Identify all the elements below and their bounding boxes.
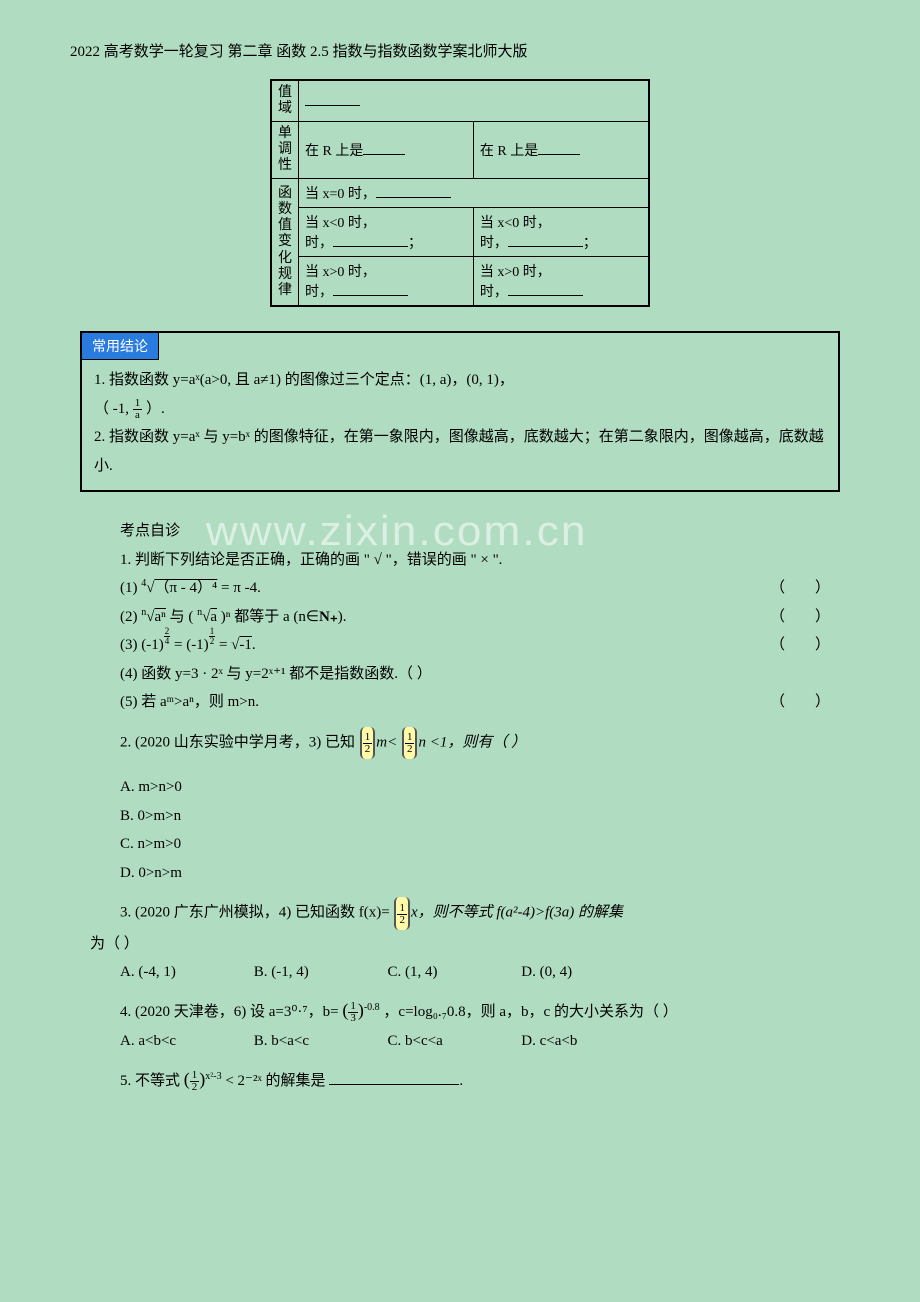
mono-cell-1: 在 R 上是 (299, 122, 474, 179)
q1-p2: (2) n√aⁿ 与 ( n√a )ⁿ 都等于 a (n∈N₊). （ ） (120, 603, 830, 632)
page-title: 2022 高考数学一轮复习 第二章 函数 2.5 指数与指数函数学案北师大版 (70, 40, 850, 61)
q1-p4: (4) 函数 y=3 · 2ˣ 与 y=2ˣ⁺¹ 都不是指数函数.（ ） (120, 660, 830, 689)
q3-options: A. (-4, 1) B. (-1, 4) C. (1, 4) D. (0, 4… (120, 958, 830, 987)
q1-p3: (3) (-1)24 = (-1)12 = √-1. （ ） (120, 631, 830, 660)
properties-table: 值域 单调性 在 R 上是 在 R 上是 函数值变化规律 当 x=0 时， 当 … (270, 79, 650, 307)
change-pos-right: 当 x>0 时，时， (473, 257, 649, 307)
mono-cell-2: 在 R 上是 (473, 122, 649, 179)
q1-p5: (5) 若 aᵐ>aⁿ，则 m>n. （ ） (120, 688, 830, 717)
q2-optD: D. 0>n>m (120, 859, 830, 888)
q3-stem-l2: 为（ ） (90, 930, 830, 959)
change-pos-left: 当 x>0 时，时， (299, 257, 474, 307)
q4-options: A. a<b<c B. b<a<c C. b<c<a D. c<a<b (120, 1027, 830, 1056)
conclusion-1b: （ -1, 1a ）. (94, 395, 826, 424)
section-heading: 考点自诊 (120, 517, 830, 546)
conclusion-header: 常用结论 (82, 333, 159, 360)
q5-stem: 5. 不等式 (12)x²-3 < 2⁻²ˣ 的解集是 . (120, 1062, 830, 1096)
row-range-label: 值域 (271, 80, 299, 122)
q2-optA: A. m>n>0 (120, 773, 830, 802)
q2-optB: B. 0>m>n (120, 802, 830, 831)
conclusion-2: 2. 指数函数 y=aˣ 与 y=bˣ 的图像特征，在第一象限内，图像越高，底数… (94, 423, 826, 480)
q1-stem: 1. 判断下列结论是否正确，正确的画 " √ "，错误的画 " × ". (120, 546, 830, 575)
change-neg-right: 当 x<0 时，时，； (473, 208, 649, 257)
q2-stem: 2. (2020 山东实验中学月考，3) 已知 12m< 12n <1，则有（ … (120, 727, 830, 760)
row-monotone-label: 单调性 (271, 122, 299, 179)
row-change-label: 函数值变化规律 (271, 179, 299, 307)
divider (98, 510, 822, 513)
conclusion-box: 常用结论 1. 指数函数 y=aˣ(a>0, 且 a≠1) 的图像过三个定点：(… (80, 331, 840, 492)
q2-optC: C. n>m>0 (120, 830, 830, 859)
change-neg-left: 当 x<0 时，时，； (299, 208, 474, 257)
q4-stem: 4. (2020 天津卷，6) 设 a=3⁰·⁷，b= (13)-0.8 ，c=… (120, 993, 830, 1027)
q1-p1: (1) 4√（π - 4）⁴ = π -4. （ ） (120, 574, 830, 603)
q3-stem-l1: 3. (2020 广东广州模拟，4) 已知函数 f(x)= 12x，则不等式 f… (120, 897, 830, 930)
change-x0: 当 x=0 时， (299, 179, 650, 208)
conclusion-1: 1. 指数函数 y=aˣ(a>0, 且 a≠1) 的图像过三个定点：(1, a)… (94, 366, 826, 395)
